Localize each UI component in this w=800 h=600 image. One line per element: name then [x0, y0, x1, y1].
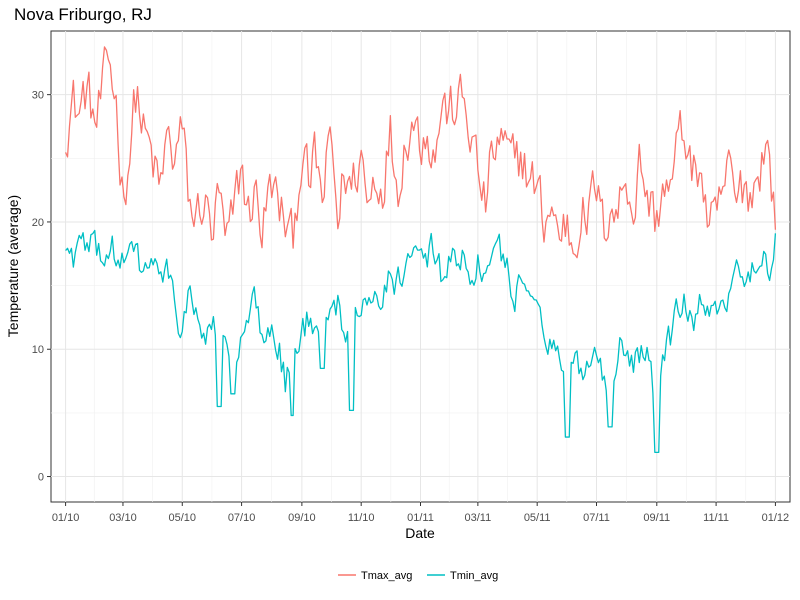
y-tick-label: 20	[32, 217, 44, 229]
legend-item-tmin-avg: Tmin_avg	[427, 570, 498, 582]
x-tick-label: 09/11	[643, 512, 670, 524]
legend-label: Tmin_avg	[450, 570, 498, 582]
y-tick-label: 30	[32, 90, 44, 102]
x-tick-label: 05/11	[524, 512, 551, 524]
y-tick-label: 10	[32, 344, 44, 356]
y-axis-title: Temperature (average)	[5, 195, 21, 337]
x-tick-label: 11/10	[348, 512, 375, 524]
series-layer	[64, 46, 777, 453]
legend-label: Tmax_avg	[361, 570, 412, 582]
x-axis-title: Date	[405, 525, 435, 541]
legend-item-tmax-avg: Tmax_avg	[338, 570, 412, 582]
x-tick-label: 03/10	[109, 512, 137, 524]
legend: Tmax_avg Tmin_avg	[338, 570, 498, 582]
x-axis: 01/10 03/10 05/10 07/10 09/10 11/10 01/11 03/11…	[52, 502, 789, 524]
x-tick-label: 03/11	[465, 512, 492, 524]
x-tick-label: 05/10	[169, 512, 197, 524]
y-tick-label: 0	[38, 472, 44, 484]
x-tick-label: 01/10	[52, 512, 80, 524]
series-line-tmax-avg	[64, 46, 777, 259]
x-tick-label: 09/10	[288, 512, 316, 524]
chart-title: Nova Friburgo, RJ	[14, 5, 152, 24]
x-tick-label: 07/11	[583, 512, 610, 524]
major-gridlines	[51, 31, 790, 502]
minor-gridlines	[51, 31, 790, 502]
series-line-tmin-avg	[65, 229, 777, 453]
x-tick-label: 01/11	[407, 512, 434, 524]
x-tick-label: 11/11	[703, 512, 729, 524]
x-tick-label: 07/10	[228, 512, 256, 524]
x-tick-label: 01/12	[762, 512, 790, 524]
y-axis: 0 10 20 30	[32, 90, 51, 484]
